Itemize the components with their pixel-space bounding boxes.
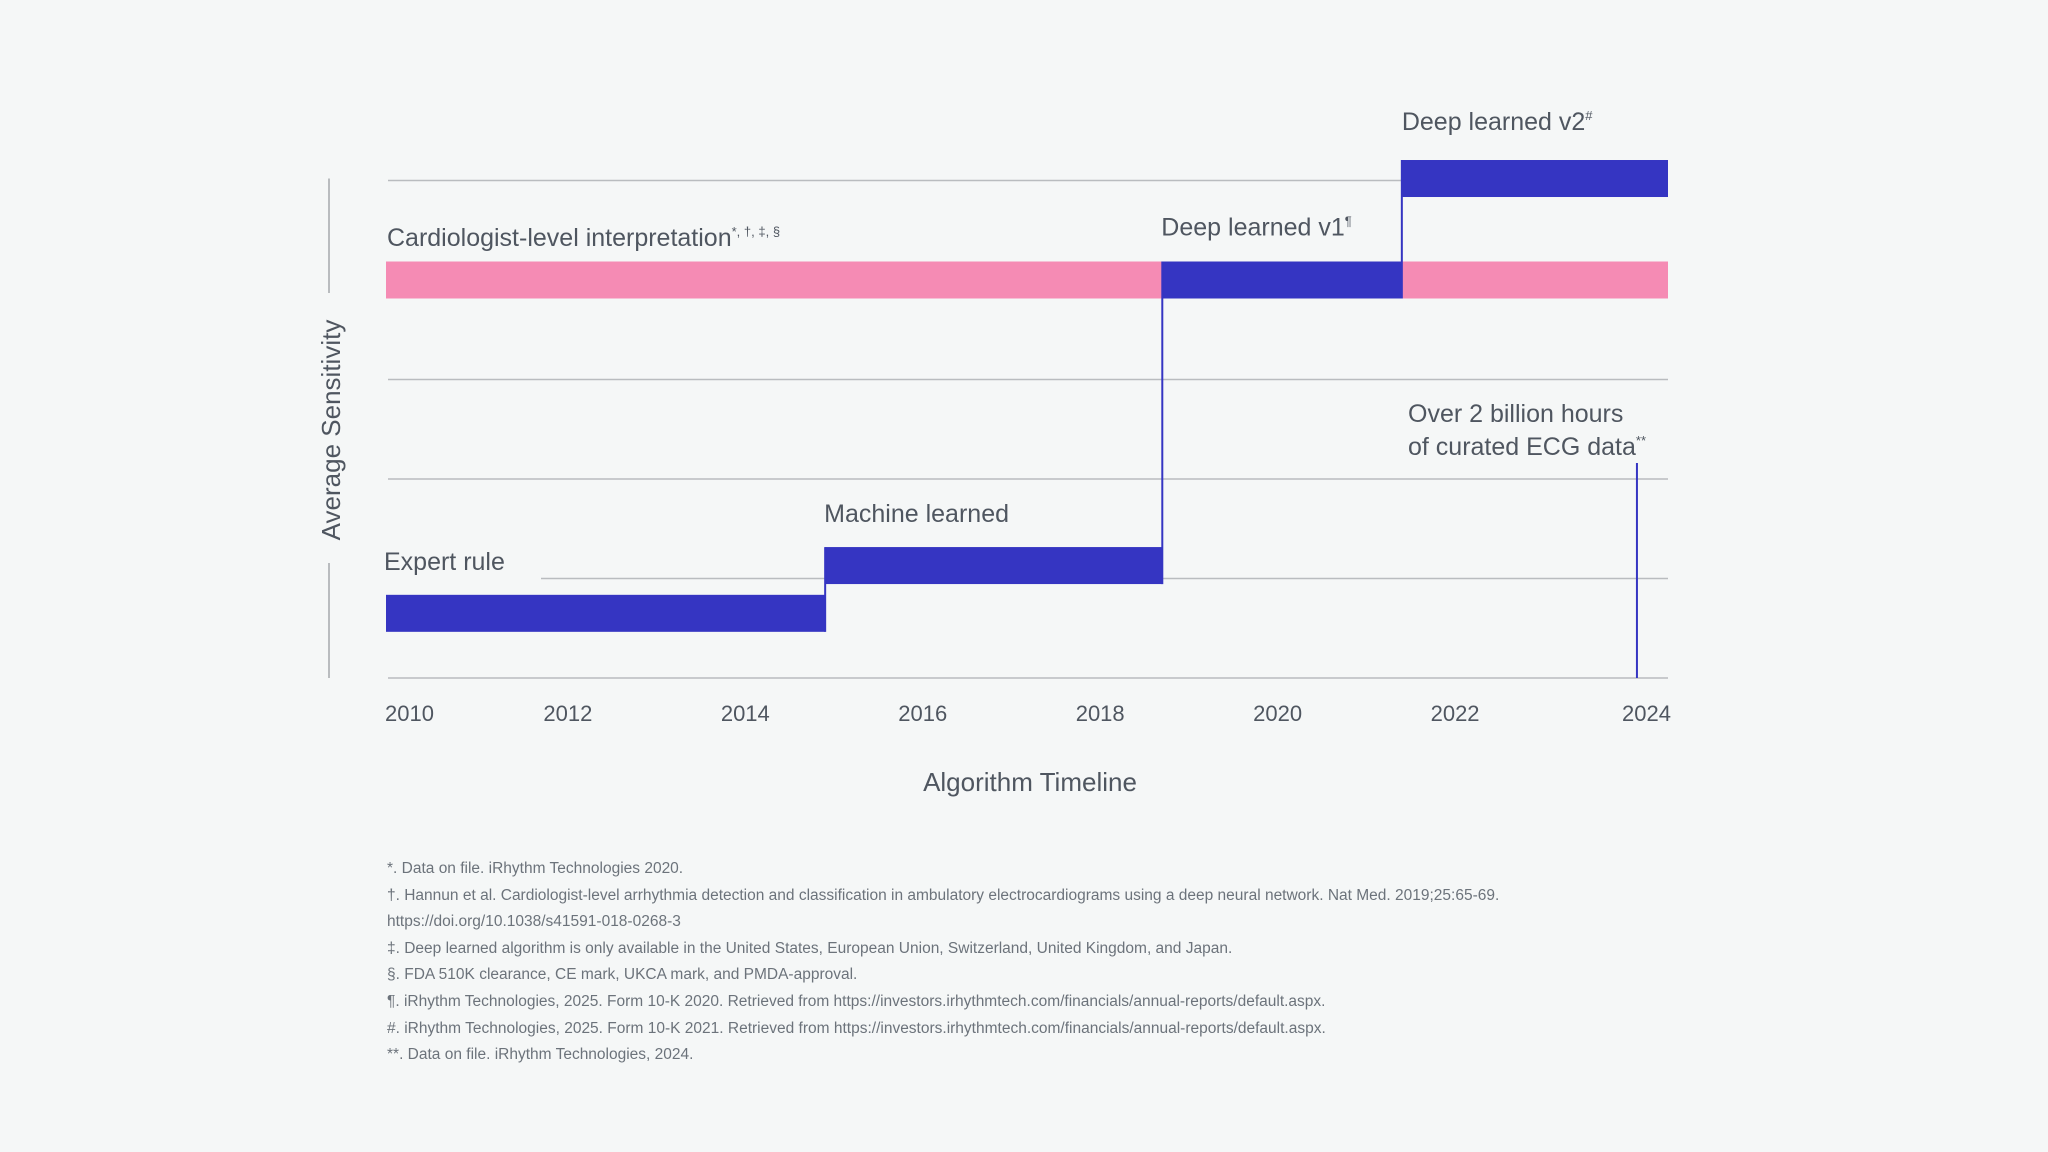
- footnotes: *. Data on file. iRhythm Technologies 20…: [387, 856, 1657, 1069]
- step-label: Deep learned v1¶: [1161, 214, 1351, 242]
- step-bars: [386, 160, 1668, 632]
- footnote-2: †. Hannun et al. Cardiologist-level arrh…: [387, 886, 1500, 931]
- step-label: Machine learned: [824, 500, 1009, 528]
- y-axis-title: Average Sensitivity: [316, 320, 346, 541]
- x-axis-ticks: 2010 2012 2014 2016 2018 2020 2022 2024: [385, 701, 1671, 726]
- step-label: Deep learned v2#: [1402, 108, 1593, 136]
- x-tick-label: 2012: [543, 701, 592, 726]
- footnote-3: ‡. Deep learned algorithm is only availa…: [387, 939, 1233, 957]
- x-tick-label: 2016: [898, 701, 947, 726]
- step-bar: [1401, 160, 1668, 198]
- step-label: Expert rule: [384, 548, 505, 576]
- x-tick-label: 2010: [385, 701, 434, 726]
- footnote-5: ¶. iRhythm Technologies, 2025. Form 10-K…: [387, 992, 1326, 1010]
- x-tick-label: 2022: [1431, 701, 1480, 726]
- marker-label-line-1: Over 2 billion hours: [1408, 400, 1623, 428]
- x-tick-label: 2024: [1622, 701, 1671, 726]
- reference-band: [386, 261, 1668, 299]
- x-tick-label: 2020: [1253, 701, 1302, 726]
- footnote-1: *. Data on file. iRhythm Technologies 20…: [387, 860, 684, 877]
- annotations: Cardiologist-level interpretation*, †, ‡…: [384, 108, 1646, 678]
- gridlines: [388, 179, 1668, 679]
- step-bar: [1162, 261, 1402, 299]
- footnote-4: §. FDA 510K clearance, CE mark, UKCA mar…: [387, 966, 858, 984]
- x-tick-label: 2018: [1076, 701, 1125, 726]
- marker-label-line-2: of curated ECG data**: [1408, 433, 1646, 461]
- x-axis-title: Algorithm Timeline: [923, 767, 1137, 797]
- reference-band-label: Cardiologist-level interpretation*, †, ‡…: [387, 224, 780, 252]
- footnote-6: #. iRhythm Technologies, 2025. Form 10-K…: [387, 1019, 1326, 1037]
- footnote-7: **. Data on file. iRhythm Technologies, …: [387, 1046, 694, 1064]
- step-bar: [825, 547, 1163, 585]
- step-bar: [386, 594, 826, 632]
- x-tick-label: 2014: [721, 701, 770, 726]
